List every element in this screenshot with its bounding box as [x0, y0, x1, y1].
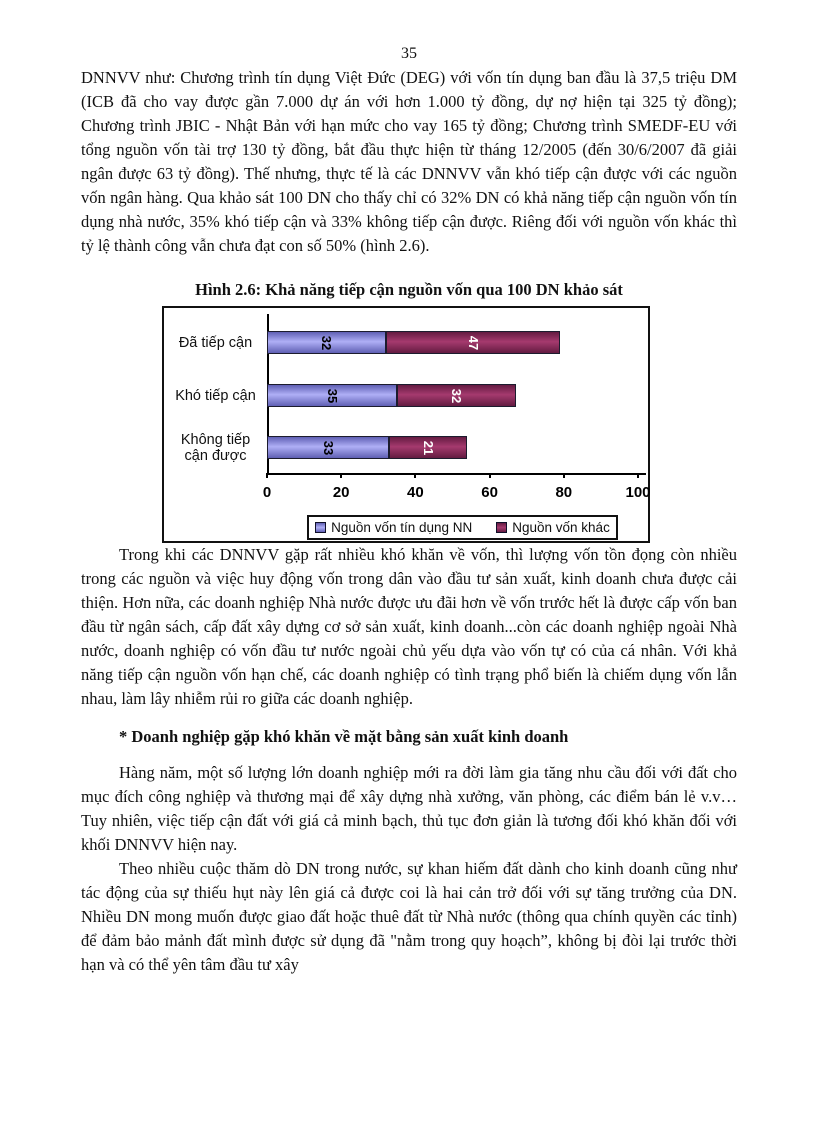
x-axis-tick — [414, 473, 417, 478]
x-axis-tick — [488, 473, 491, 478]
legend-item: Nguồn vốn khác — [496, 516, 610, 540]
bar-segment: 35 — [267, 384, 397, 407]
x-tick-label: 40 — [407, 484, 424, 501]
figure-chart: 0 20 40 60 80 100 Đã tiếp cận 32 47 Khó tiếp cận 3… — [162, 306, 651, 543]
x-tick-label: 100 — [625, 484, 651, 501]
x-tick-label: 60 — [481, 484, 498, 501]
x-tick-label: 20 — [332, 484, 350, 501]
bar-segment: 21 — [389, 436, 468, 459]
subheading-premises-difficulties: * Doanh nghiệp gặp khó khăn về mặt bằng … — [119, 727, 569, 746]
bar-value-label: 47 — [465, 335, 481, 350]
figure-caption: Hình 2.6: Khả năng tiếp cận nguồn vốn qu… — [195, 280, 623, 299]
x-axis-tick — [266, 473, 268, 478]
x-tick-label: 0 — [262, 484, 272, 501]
x-tick-label: 80 — [555, 484, 573, 501]
bar-segment: 47 — [385, 331, 561, 354]
bar-value-label: 32 — [319, 335, 335, 350]
legend-item: Nguồn vốn tín dụng NN — [315, 516, 472, 540]
category-label: Đã tiếp cận — [178, 334, 253, 351]
legend-swatch-icon — [315, 522, 327, 533]
legend-label: Nguồn vốn tín dụng NN — [331, 519, 473, 535]
chart-legend: Nguồn vốn tín dụng NN Nguồn vốn khác — [307, 515, 618, 540]
bar-value-label: 33 — [321, 440, 337, 455]
bar-value-label: 35 — [324, 388, 340, 403]
legend-label: Nguồn vốn khác — [512, 519, 610, 535]
bar-value-label: 32 — [449, 388, 465, 403]
paragraph-capital-difficulties: Trong khi các DNNVV gặp rất nhiều khó kh… — [81, 545, 737, 708]
bar-segment: 33 — [267, 436, 390, 459]
category-label: Khó tiếp cận — [175, 387, 256, 404]
page-number: 35 — [401, 45, 417, 62]
paragraph-land-scarcity: Theo nhiều cuộc thăm dò DN trong nước, s… — [81, 859, 737, 974]
x-axis-tick — [340, 473, 343, 478]
bar-segment: 32 — [396, 384, 516, 407]
x-axis-tick — [562, 473, 565, 478]
legend-swatch-icon — [496, 522, 508, 533]
category-label: Không tiếp cận được — [180, 431, 251, 464]
bar-segment: 32 — [267, 331, 386, 354]
x-axis-line — [267, 473, 646, 475]
bar-value-label: 21 — [421, 440, 437, 455]
paragraph-funding-programs: DNNVV như: Chương trình tín dụng Việt Đứ… — [81, 68, 737, 255]
paragraph-land-demand: Hàng năm, một số lượng lớn doanh nghiệp … — [81, 763, 737, 854]
x-axis-tick — [637, 473, 639, 478]
